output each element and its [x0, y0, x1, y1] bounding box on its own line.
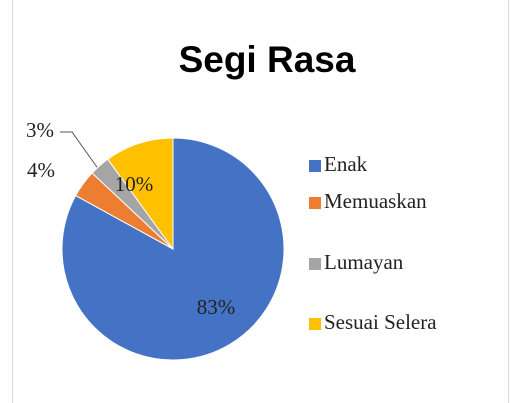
data-label: 10% — [115, 172, 154, 196]
legend-label: Enak — [324, 152, 368, 176]
data-label: 4% — [27, 158, 55, 182]
legend-swatch — [309, 197, 321, 209]
leader-line — [60, 131, 100, 171]
legend-label: Lumayan — [324, 250, 404, 274]
data-label: 83% — [197, 295, 236, 319]
legend-swatch — [309, 258, 321, 270]
legend-label: Memuaskan — [324, 189, 427, 213]
legend-label: Sesuai Selera — [324, 310, 437, 334]
data-label: 3% — [26, 118, 54, 142]
pie-slice — [107, 137, 174, 251]
chart-title: Segi Rasa — [179, 39, 356, 80]
legend-swatch — [309, 318, 321, 330]
legend-swatch — [309, 160, 321, 172]
